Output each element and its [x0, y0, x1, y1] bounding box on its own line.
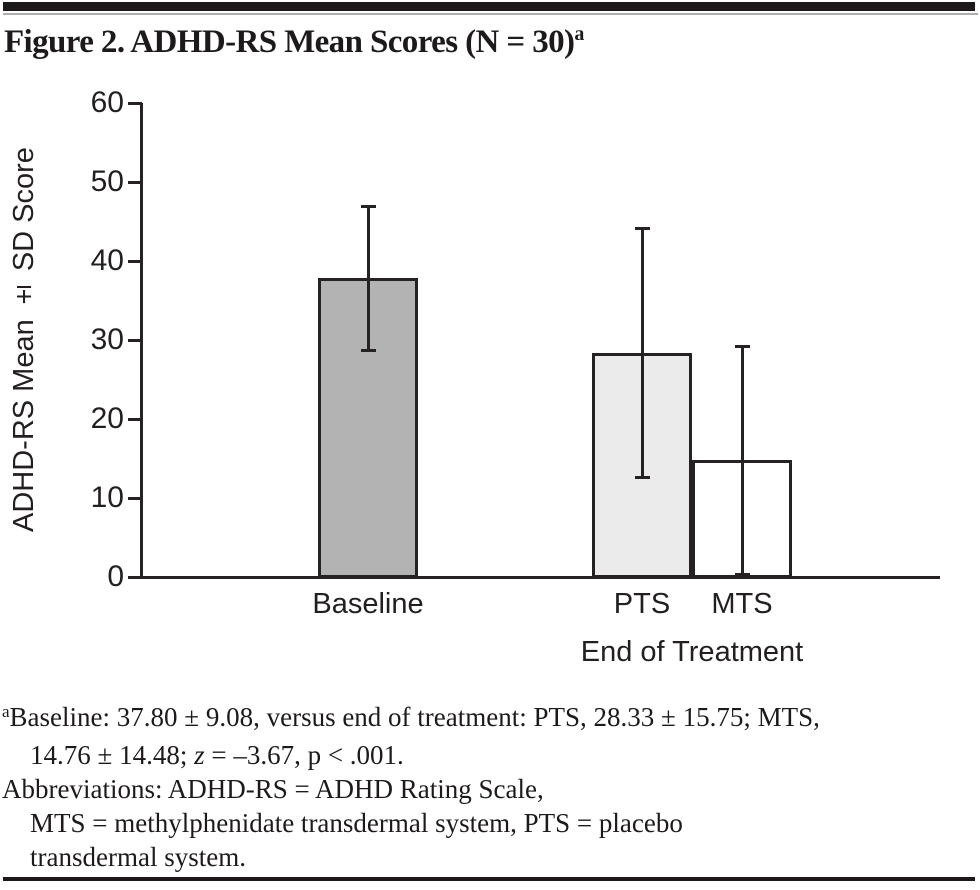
- x-axis-line: [128, 575, 940, 579]
- error-bar-cap-bottom-pts: [634, 476, 650, 480]
- footnote-text: transdermal system.: [30, 842, 246, 872]
- footnote-line: Abbreviations: ADHD-RS = ADHD Rating Sca…: [2, 772, 978, 806]
- footnote-text: 14.76 ± 14.48;: [30, 740, 195, 770]
- y-tick-label: 30: [90, 323, 124, 356]
- error-bar-cap-bottom-mts: [734, 573, 750, 577]
- footnote-text: = –3.67, p < .001.: [204, 740, 404, 770]
- footnote-text: Abbreviations: ADHD-RS = ADHD Rating Sca…: [2, 774, 544, 804]
- figure-title-superscript: a: [574, 23, 585, 45]
- error-bar-line-baseline: [366, 206, 370, 351]
- error-bar-line-pts: [640, 228, 644, 478]
- y-tick: [127, 338, 142, 342]
- footnote-line: transdermal system.: [2, 840, 978, 874]
- error-bar-cap-top-mts: [734, 344, 750, 348]
- y-tick: [127, 259, 142, 263]
- y-tick-label: 40: [90, 244, 124, 277]
- y-tick: [127, 575, 142, 579]
- y-axis-line: [140, 103, 143, 579]
- y-tick: [127, 417, 142, 421]
- x-category-label-mts: MTS: [711, 588, 773, 620]
- footnote-line: 14.76 ± 14.48; z = –3.67, p < .001.: [2, 738, 978, 772]
- y-tick-label: 10: [90, 481, 124, 514]
- footnote-superscript: a: [2, 702, 10, 721]
- y-tick: [127, 496, 142, 500]
- footnote-text: MTS = methylphenidate transdermal system…: [30, 808, 683, 838]
- error-bar-line-mts: [740, 346, 744, 575]
- top-thick-rule: [3, 2, 975, 11]
- y-tick: [127, 180, 142, 184]
- error-bar-cap-top-baseline: [360, 205, 376, 209]
- footnote-text: Baseline: 37.80 ± 9.08, versus end of tr…: [9, 702, 820, 732]
- y-axis-title: ADHD-RS Mean ± SD Score: [8, 147, 40, 533]
- y-tick-label: 0: [107, 560, 124, 593]
- figure-title-text: Figure 2. ADHD-RS Mean Scores (N = 30): [4, 24, 575, 60]
- x-category-label-baseline: Baseline: [312, 588, 424, 620]
- bar-chart: ADHD-RS Mean ± SD Score 0 10 20 30 40 50 60 Bas…: [8, 86, 940, 668]
- footnote-line: aBaseline: 37.80 ± 9.08, versus end of t…: [2, 700, 978, 738]
- footnote-text: z: [194, 740, 205, 770]
- figure-title: Figure 2. ADHD-RS Mean Scores (N = 30)a: [4, 23, 585, 61]
- y-tick-label: 20: [90, 402, 124, 435]
- bottom-rule: [3, 877, 975, 881]
- figure-footnotes: aBaseline: 37.80 ± 9.08, versus end of t…: [2, 700, 978, 874]
- top-thin-rule: [3, 13, 978, 15]
- y-tick-label: 60: [90, 86, 124, 119]
- x-group-label: End of Treatment: [580, 636, 804, 668]
- error-bar-cap-top-pts: [634, 227, 650, 231]
- y-tick-label: 50: [90, 165, 124, 198]
- y-tick: [127, 101, 142, 105]
- footnote-line: MTS = methylphenidate transdermal system…: [2, 806, 978, 840]
- x-category-label-pts: PTS: [613, 588, 671, 620]
- error-bar-cap-bottom-baseline: [360, 348, 376, 352]
